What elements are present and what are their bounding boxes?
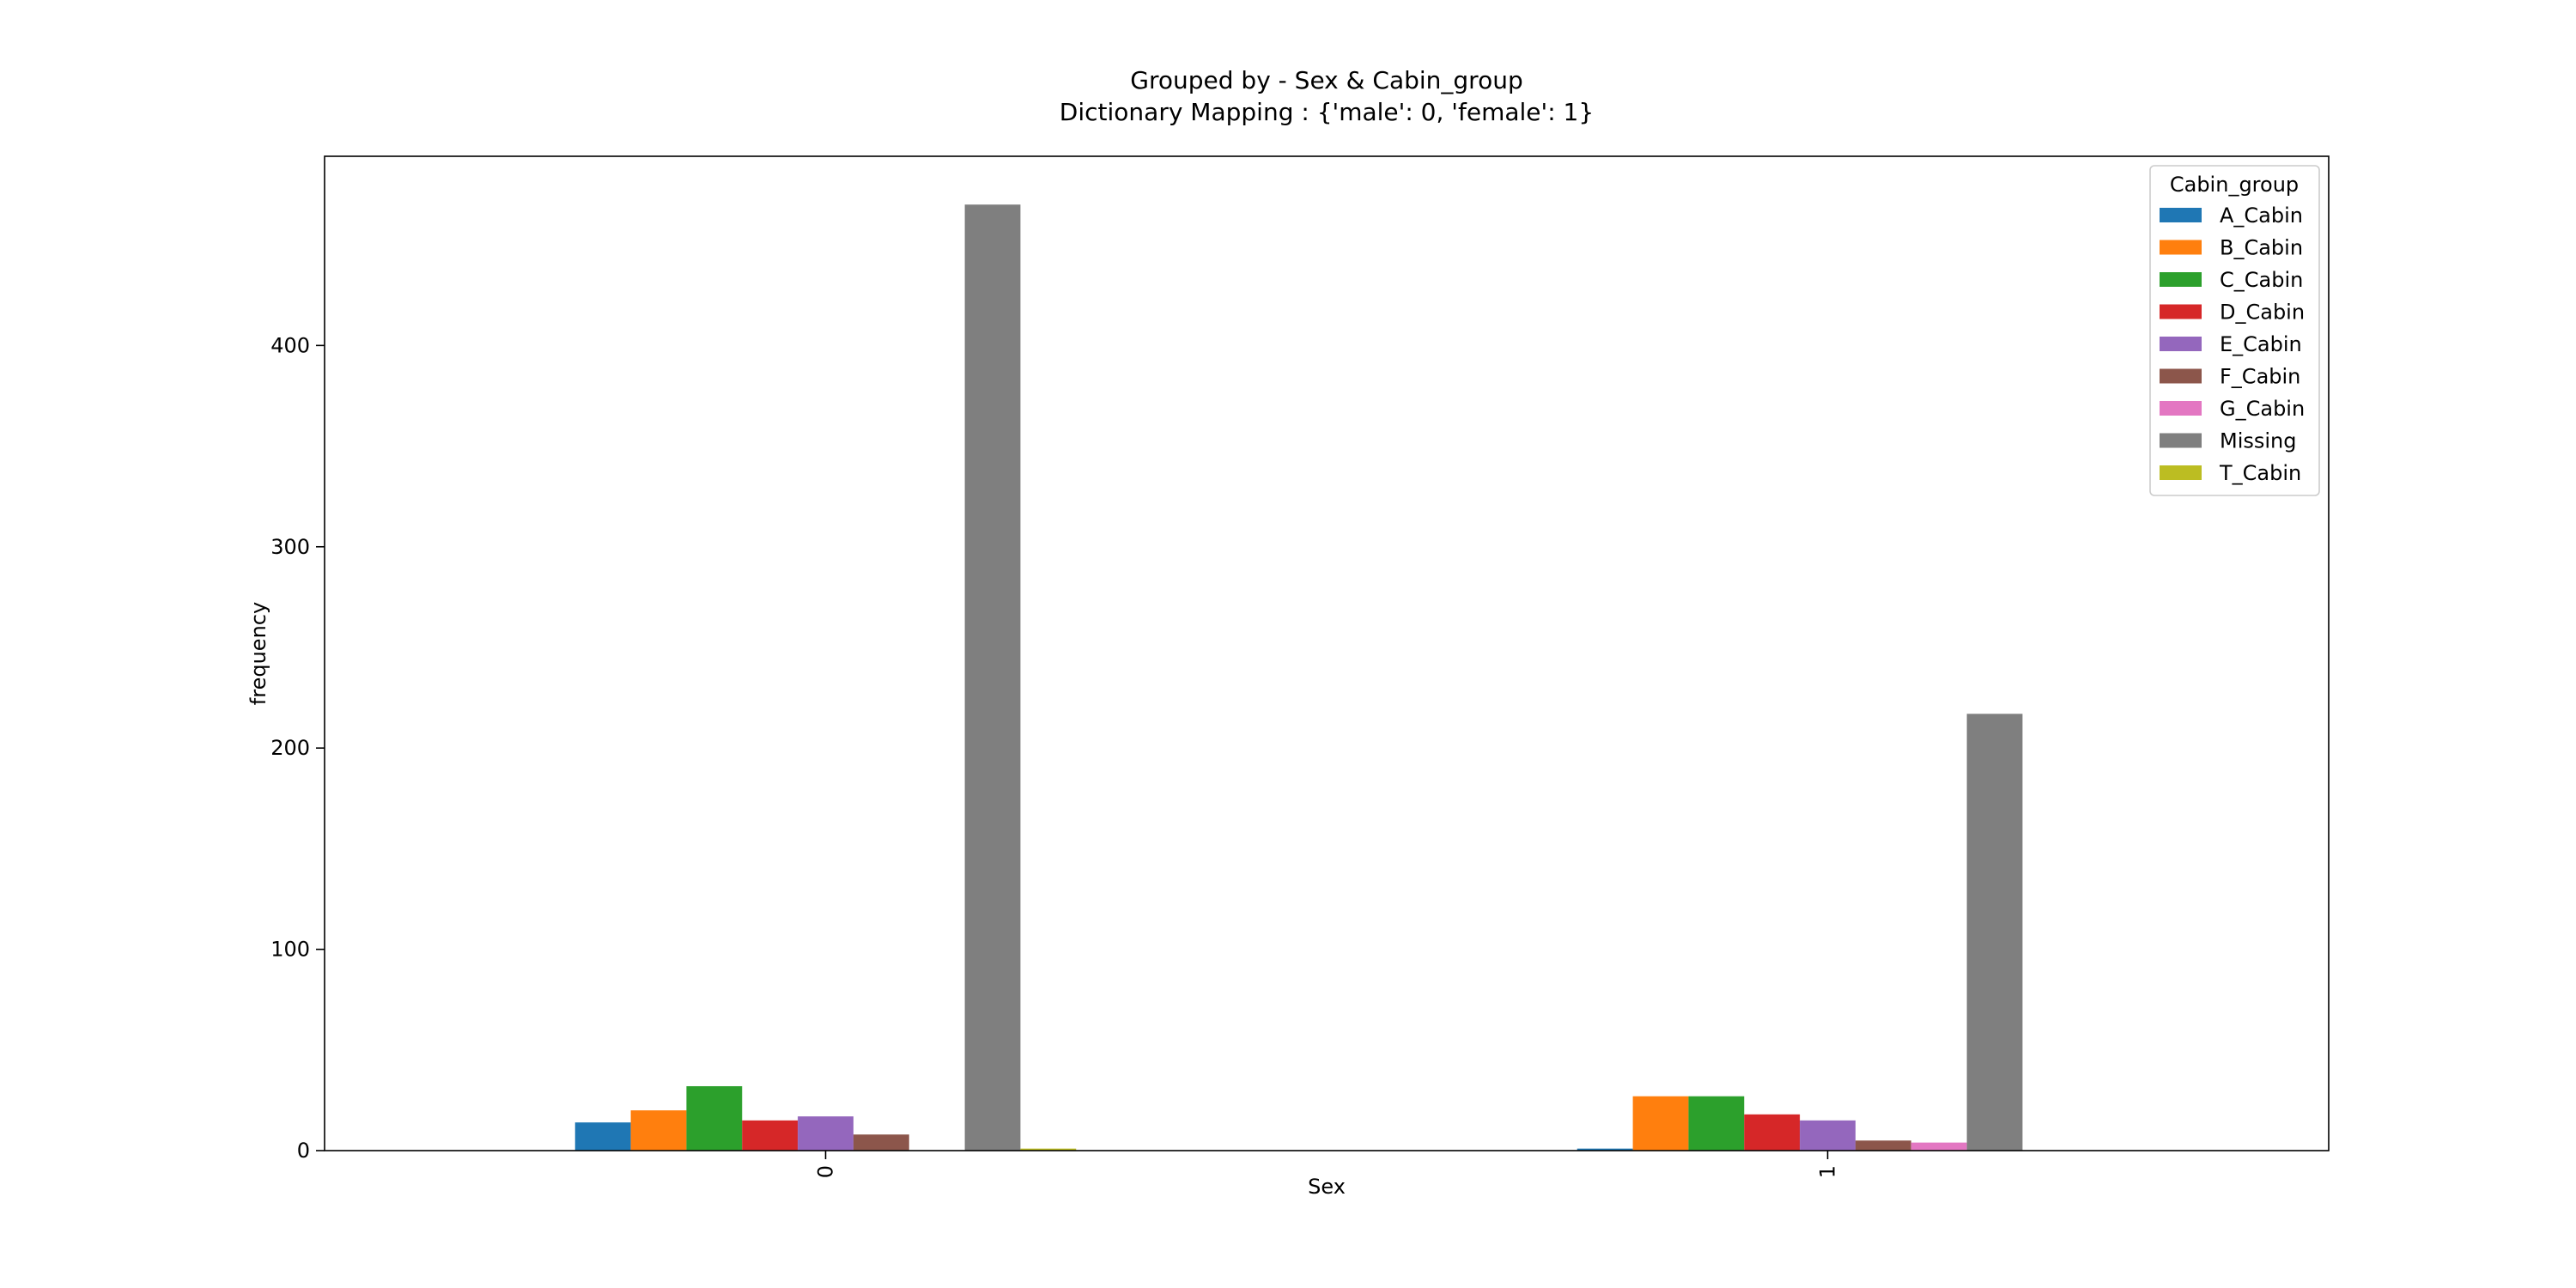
legend-swatch-T_Cabin: [2160, 465, 2202, 480]
y-tick-label: 400: [270, 333, 310, 357]
y-axis-label: frequency: [246, 602, 270, 705]
legend-swatch-D_Cabin: [2160, 304, 2202, 319]
bar-A_Cabin-sex-1: [1577, 1148, 1633, 1151]
bar-E_Cabin-sex-1: [1800, 1120, 1856, 1151]
chart-title: Grouped by - Sex & Cabin_group: [1130, 66, 1522, 94]
legend: Cabin_group A_Cabin B_Cabin C_Cabin D_Cabin…: [2149, 165, 2320, 496]
legend-label-C_Cabin: C_Cabin: [2220, 268, 2303, 292]
bar-G_Cabin-sex-1: [1911, 1142, 1967, 1151]
legend-swatch-E_Cabin: [2160, 337, 2202, 351]
x-tick-label: 1: [1816, 1165, 1840, 1178]
y-tick-label: 0: [297, 1139, 310, 1163]
legend-label-T_Cabin: T_Cabin: [2219, 461, 2301, 485]
bar-T_Cabin-sex-0: [1020, 1148, 1077, 1151]
legend-label-D_Cabin: D_Cabin: [2220, 301, 2305, 325]
legend-label-Missing: Missing: [2220, 429, 2297, 453]
legend-swatch-F_Cabin: [2160, 368, 2202, 384]
bar-C_Cabin-sex-1: [1688, 1096, 1745, 1151]
y-axis-ticks: 0 100 200 300 400: [270, 333, 325, 1163]
legend-swatch-Missing: [2160, 433, 2202, 448]
bar-C_Cabin-sex-0: [686, 1085, 743, 1151]
bar-Missing-sex-1: [1966, 714, 2023, 1151]
legend-label-F_Cabin: F_Cabin: [2220, 365, 2300, 389]
bar-A_Cabin-sex-0: [574, 1122, 631, 1151]
y-tick-label: 100: [270, 938, 310, 962]
bar-D_Cabin-sex-0: [742, 1120, 799, 1151]
bar-D_Cabin-sex-1: [1744, 1114, 1801, 1151]
legend-label-B_Cabin: B_Cabin: [2220, 236, 2303, 260]
bar-E_Cabin-sex-0: [798, 1116, 854, 1151]
axes-layer: [324, 155, 2330, 1151]
x-axis-label: Sex: [1308, 1175, 1346, 1199]
y-tick-label: 300: [270, 535, 310, 559]
legend-label-G_Cabin: G_Cabin: [2220, 397, 2305, 421]
y-tick-label: 200: [270, 736, 310, 760]
plot-frame: [324, 155, 2330, 1151]
legend-label-A_Cabin: A_Cabin: [2220, 204, 2303, 228]
bar-B_Cabin-sex-1: [1632, 1096, 1689, 1151]
x-tick-label: 0: [814, 1165, 838, 1178]
legend-swatch-B_Cabin: [2160, 240, 2202, 255]
bar-F_Cabin-sex-1: [1855, 1140, 1911, 1151]
legend-label-E_Cabin: E_Cabin: [2220, 332, 2302, 356]
bar-B_Cabin-sex-0: [630, 1110, 687, 1151]
bar-F_Cabin-sex-0: [853, 1134, 909, 1151]
bar-Missing-sex-0: [964, 204, 1021, 1151]
chart-subtitle: Dictionary Mapping : {'male': 0, 'female…: [1060, 98, 1594, 126]
legend-items: A_Cabin B_Cabin C_Cabin D_Cabin E_Cabin F_Cab…: [2160, 204, 2305, 485]
legend-swatch-G_Cabin: [2160, 401, 2202, 416]
bars-layer: [574, 204, 2023, 1151]
legend-swatch-A_Cabin: [2160, 208, 2202, 222]
legend-swatch-C_Cabin: [2160, 272, 2202, 287]
legend-title: Cabin_group: [2170, 173, 2299, 197]
